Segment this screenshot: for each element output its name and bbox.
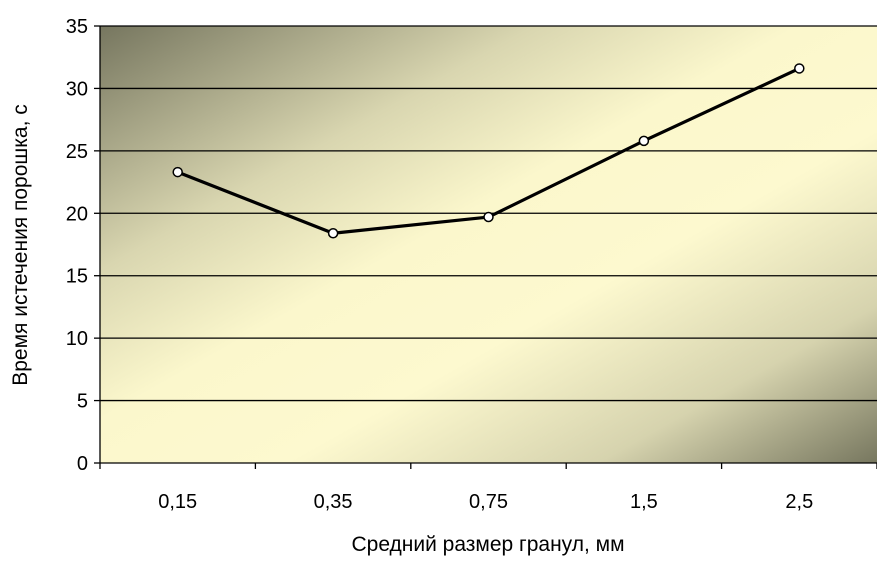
y-tick-label: 0 xyxy=(77,453,88,475)
data-point xyxy=(794,63,805,74)
data-point xyxy=(172,166,183,178)
y-tick-label: 20 xyxy=(66,203,88,225)
y-tick-label: 35 xyxy=(66,16,88,38)
x-tick-label: 1,5 xyxy=(630,491,658,513)
x-tick-label: 2,5 xyxy=(785,491,813,513)
x-tick-label: 0,15 xyxy=(158,491,197,513)
x-tick-labels: 0,15 0,35 0,75 1,5 2,5 xyxy=(158,491,813,513)
x-axis-title: Средний размер гранул, мм xyxy=(351,533,624,556)
data-point xyxy=(327,228,339,239)
data-point xyxy=(483,211,494,223)
grid-lines xyxy=(100,25,877,402)
data-point xyxy=(638,135,650,147)
series-group xyxy=(172,63,805,239)
y-tick-label: 30 xyxy=(66,78,88,100)
y-tick-label: 5 xyxy=(77,391,88,413)
y-tick-label: 25 xyxy=(66,141,88,163)
plot-area xyxy=(100,26,877,463)
axes xyxy=(94,25,877,469)
y-tick-labels: 0 5 10 15 20 25 30 35 xyxy=(66,16,88,475)
y-tick-label: 15 xyxy=(66,266,88,288)
y-tick-label: 10 xyxy=(66,328,88,350)
y-axis-title: Время истечения порошка, с xyxy=(9,104,32,386)
x-tick-label: 0,35 xyxy=(314,491,353,513)
x-tick-label: 0,75 xyxy=(469,491,508,513)
